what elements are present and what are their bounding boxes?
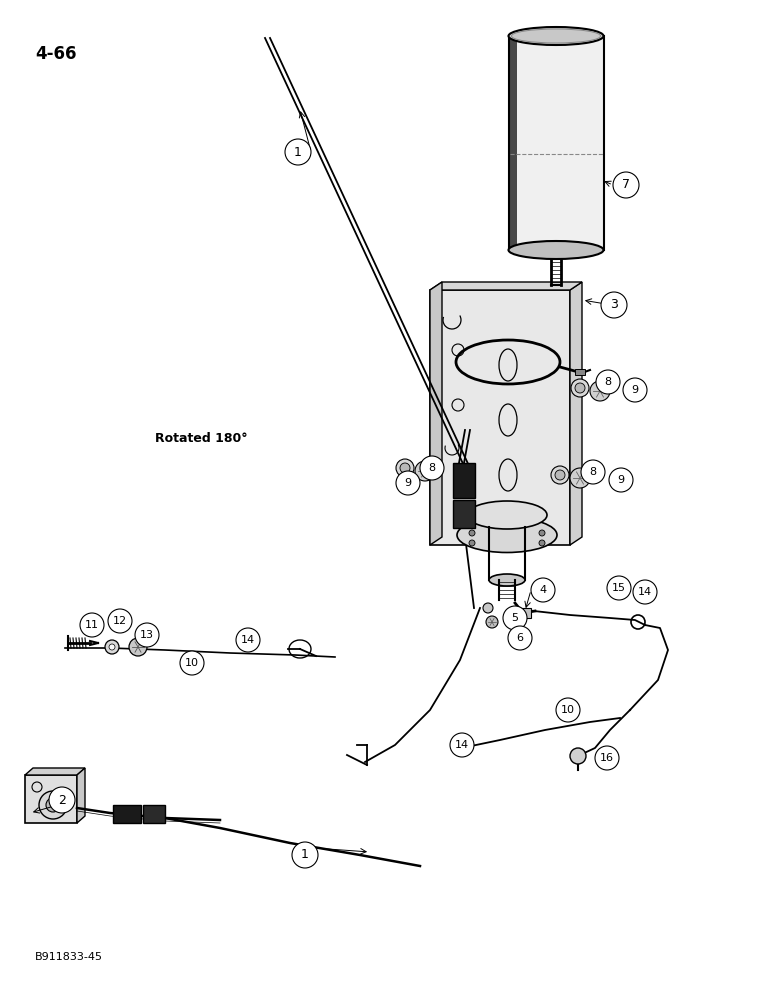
Circle shape: [503, 606, 527, 630]
Bar: [575, 369, 585, 375]
Bar: [509, 36, 604, 250]
Circle shape: [571, 379, 589, 397]
Bar: [430, 290, 570, 545]
Circle shape: [613, 172, 639, 198]
Circle shape: [469, 530, 475, 536]
Circle shape: [46, 798, 60, 812]
Circle shape: [420, 456, 444, 480]
Ellipse shape: [457, 518, 557, 552]
Circle shape: [596, 370, 620, 394]
Circle shape: [39, 791, 67, 819]
Polygon shape: [430, 282, 582, 290]
Polygon shape: [430, 282, 442, 545]
Circle shape: [601, 292, 627, 318]
Circle shape: [555, 470, 565, 480]
Bar: [509, 36, 516, 250]
Bar: [143, 805, 165, 823]
Text: 8: 8: [428, 463, 435, 473]
Text: 14: 14: [455, 740, 469, 750]
Circle shape: [595, 746, 619, 770]
Text: 12: 12: [113, 616, 127, 626]
Text: 10: 10: [561, 705, 575, 715]
Circle shape: [292, 842, 318, 868]
Bar: [517, 608, 531, 618]
Circle shape: [108, 609, 132, 633]
Ellipse shape: [489, 574, 525, 586]
Bar: [453, 500, 475, 528]
Text: 9: 9: [631, 385, 638, 395]
Ellipse shape: [467, 501, 547, 529]
Ellipse shape: [509, 27, 604, 45]
Text: 8: 8: [604, 377, 611, 387]
Circle shape: [285, 139, 311, 165]
Circle shape: [609, 468, 633, 492]
Circle shape: [483, 603, 493, 613]
Text: 10: 10: [185, 658, 199, 668]
Circle shape: [135, 623, 159, 647]
Circle shape: [607, 576, 631, 600]
Text: Rotated 180°: Rotated 180°: [155, 432, 248, 444]
Text: B911833-45: B911833-45: [35, 952, 103, 962]
Circle shape: [49, 787, 75, 813]
Text: 9: 9: [618, 475, 625, 485]
Circle shape: [556, 698, 580, 722]
Circle shape: [396, 471, 420, 495]
Polygon shape: [77, 768, 85, 823]
Text: 13: 13: [140, 630, 154, 640]
Circle shape: [450, 733, 474, 757]
Text: 1: 1: [301, 848, 309, 861]
Circle shape: [539, 540, 545, 546]
Text: 14: 14: [241, 635, 255, 645]
Circle shape: [590, 381, 610, 401]
Circle shape: [539, 530, 545, 536]
Ellipse shape: [509, 241, 604, 259]
Text: 7: 7: [622, 178, 630, 192]
Circle shape: [623, 378, 647, 402]
Circle shape: [80, 613, 104, 637]
Text: 14: 14: [638, 587, 652, 597]
Circle shape: [486, 616, 498, 628]
Text: 2: 2: [58, 794, 66, 806]
Circle shape: [581, 460, 605, 484]
Circle shape: [469, 540, 475, 546]
Bar: [25, 775, 77, 823]
Circle shape: [105, 640, 119, 654]
Circle shape: [396, 459, 414, 477]
Text: 8: 8: [590, 467, 597, 477]
Text: 15: 15: [612, 583, 626, 593]
Polygon shape: [570, 282, 582, 545]
Circle shape: [570, 468, 590, 488]
Circle shape: [570, 748, 586, 764]
Text: 4-66: 4-66: [35, 45, 76, 63]
Circle shape: [415, 461, 435, 481]
Bar: [453, 463, 475, 498]
Text: 6: 6: [516, 633, 523, 643]
Circle shape: [551, 466, 569, 484]
Text: 3: 3: [610, 298, 618, 312]
Circle shape: [633, 580, 657, 604]
Circle shape: [109, 644, 115, 650]
Text: 5: 5: [512, 613, 519, 623]
Polygon shape: [25, 768, 85, 775]
Text: 4: 4: [540, 585, 547, 595]
Circle shape: [531, 578, 555, 602]
Bar: [113, 805, 141, 823]
Circle shape: [180, 651, 204, 675]
Circle shape: [575, 383, 585, 393]
Circle shape: [400, 463, 410, 473]
Circle shape: [508, 626, 532, 650]
Text: 11: 11: [85, 620, 99, 630]
Text: 9: 9: [405, 478, 411, 488]
Text: 16: 16: [600, 753, 614, 763]
Text: 1: 1: [294, 145, 302, 158]
Circle shape: [236, 628, 260, 652]
Circle shape: [129, 638, 147, 656]
